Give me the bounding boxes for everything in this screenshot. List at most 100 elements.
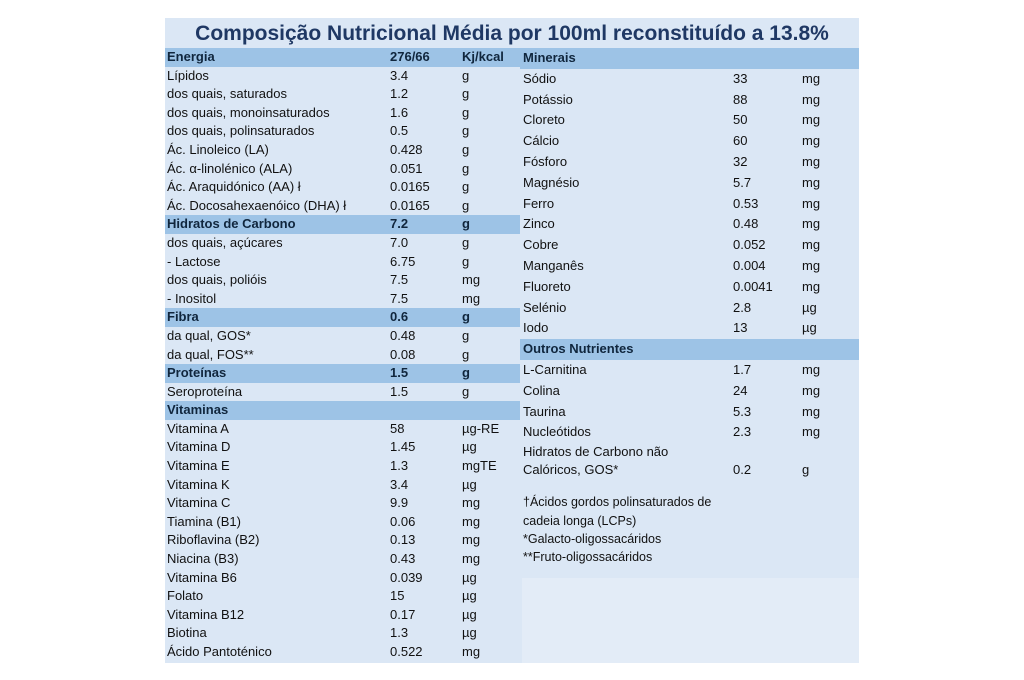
nutrient-value: 0.53 bbox=[733, 195, 759, 211]
nutrient-value: 0.06 bbox=[390, 513, 416, 529]
nutrient-value: 58 bbox=[390, 420, 405, 436]
table-row: da qual, FOS** 0.08 g bbox=[165, 346, 520, 365]
nutrient-value: 1.3 bbox=[390, 625, 409, 641]
table-row: dos quais, monoinsaturados 1.6 g bbox=[165, 104, 520, 123]
nutrient-name: Folato bbox=[167, 588, 204, 604]
nutrient-name: Taurina bbox=[523, 403, 566, 419]
section-header-row: Outros Nutrientes bbox=[520, 339, 859, 360]
nutrient-name: Energia bbox=[167, 49, 215, 64]
nutrient-name: Nucleótidos bbox=[523, 424, 591, 440]
nutrient-unit: mg bbox=[802, 153, 821, 169]
nutrient-value: 1.5 bbox=[390, 383, 409, 399]
nutrient-value: 88 bbox=[733, 91, 748, 107]
nutrient-value: 0.17 bbox=[390, 606, 416, 622]
nutrient-value: 1.45 bbox=[390, 439, 416, 455]
nutrient-value: 0.051 bbox=[390, 160, 423, 176]
nutrient-unit: mg bbox=[802, 91, 821, 107]
nutrient-value: 7.2 bbox=[390, 216, 409, 232]
table-row: Ác. Docosahexaenóico (DHA) ł 0.0165 g bbox=[165, 197, 520, 216]
table-row: Seroproteína 1.5 g bbox=[165, 383, 520, 402]
footnote-line: **Fruto-oligossacáridos bbox=[523, 550, 653, 565]
nutrient-name: Potássio bbox=[523, 91, 573, 107]
table-row: Cloreto 50 mg bbox=[520, 110, 859, 131]
nutrient-value: 1.2 bbox=[390, 86, 409, 102]
nutrient-value: 5.7 bbox=[733, 174, 752, 190]
nutrient-unit: mg bbox=[802, 112, 821, 128]
nutrient-value: 1.5 bbox=[390, 365, 409, 381]
footnote-line: *Galacto-oligossacáridos bbox=[523, 531, 662, 546]
table-row: - Inositol 7.5 mg bbox=[165, 290, 520, 309]
nutrient-unit: mg bbox=[462, 290, 481, 306]
nutrient-name: Ác. Linoleico (LA) bbox=[167, 141, 269, 157]
nutrient-value: 32 bbox=[733, 153, 748, 169]
nutrient-value: 50 bbox=[733, 112, 748, 128]
nutrient-name: Lípidos bbox=[167, 67, 209, 83]
table-row: dos quais, polinsaturados 0.5 g bbox=[165, 122, 520, 141]
table-row: Cobre 0.052 mg bbox=[520, 235, 859, 256]
nutrient-unit: g bbox=[462, 160, 470, 176]
table-row: Vitamina C 9.9 mg bbox=[165, 494, 520, 513]
table-row: dos quais, açúcares 7.0 g bbox=[165, 234, 520, 253]
nutrient-unit: g bbox=[462, 216, 470, 232]
table-row: Ác. Linoleico (LA) 0.428 g bbox=[165, 141, 520, 160]
nutrient-unit: µg bbox=[802, 299, 817, 315]
nutrient-name: L-Carnitina bbox=[523, 361, 587, 377]
nutrient-unit: g bbox=[802, 462, 810, 478]
nutrient-unit: Kj/kcal bbox=[462, 49, 504, 64]
nutrient-unit: g bbox=[462, 383, 470, 399]
nutrient-value: 0.2 bbox=[733, 462, 752, 478]
table-row: Biotina 1.3 µg bbox=[165, 624, 520, 643]
nutrient-name: Sódio bbox=[523, 70, 557, 86]
table-row: Vitamina E 1.3 mgTE bbox=[165, 457, 520, 476]
table-row: dos quais, polióis 7.5 mg bbox=[165, 271, 520, 290]
nutrient-unit: g bbox=[462, 253, 470, 269]
section-header-row: Proteínas 1.5 g bbox=[165, 364, 520, 383]
nutrient-name: Fósforo bbox=[523, 153, 568, 169]
nutrient-name: Cloreto bbox=[523, 112, 565, 128]
table-row: Ferro 0.53 mg bbox=[520, 194, 859, 215]
table-row: Colina 24 mg bbox=[520, 381, 859, 402]
section-header-row: Hidratos de Carbono 7.2 g bbox=[165, 215, 520, 234]
nutrient-name: Vitamina B6 bbox=[167, 569, 237, 585]
nutrient-name: Manganês bbox=[523, 257, 584, 273]
table-row: Hidratos de Carbono não Calóricos, GOS* 0… bbox=[520, 443, 859, 481]
nutrient-name: - Inositol bbox=[167, 290, 217, 306]
nutrient-unit: g bbox=[462, 365, 470, 381]
nutrient-value: 0.0165 bbox=[390, 197, 430, 213]
nutrient-unit: mg bbox=[802, 278, 821, 294]
table-row: Ácido Pantoténico 0.522 mg bbox=[165, 643, 520, 662]
right-column: Minerais Sódio 33 mg Potássio 88 mg Cloreto 50 mg… bbox=[520, 48, 859, 567]
nutrient-name: Cálcio bbox=[523, 133, 560, 149]
nutrient-name: Ác. Docosahexaenóico (DHA) ł bbox=[167, 197, 347, 213]
nutrient-name: Hidratos de Carbono bbox=[167, 216, 296, 232]
nutrient-unit: mg bbox=[802, 237, 821, 253]
nutrient-value: 2.8 bbox=[733, 299, 752, 315]
table-row: Sódio 33 mg bbox=[520, 69, 859, 90]
nutrient-name: Ác. α-linolénico (ALA) bbox=[167, 160, 293, 176]
table-row: Manganês 0.004 mg bbox=[520, 256, 859, 277]
notes-box bbox=[522, 578, 859, 663]
nutrient-unit: g bbox=[462, 86, 470, 102]
nutrient-value: 9.9 bbox=[390, 495, 409, 511]
nutrient-name: Cobre bbox=[523, 237, 559, 253]
table-row: L-Carnitina 1.7 mg bbox=[520, 360, 859, 381]
nutrient-name: Zinco bbox=[523, 216, 555, 232]
table-row: Ác. Araquidónico (AA) ł 0.0165 g bbox=[165, 178, 520, 197]
nutrient-name: Tiamina (B1) bbox=[167, 513, 241, 529]
nutrient-value: 0.48 bbox=[733, 216, 759, 232]
nutrient-unit: g bbox=[462, 346, 470, 362]
footnote-line: †Ácidos gordos polinsaturados de bbox=[523, 495, 712, 510]
nutrient-name: dos quais, polinsaturados bbox=[167, 123, 315, 139]
left-column: Energia 276/66 Kj/kcal Lípidos 3.4 g dos quais… bbox=[165, 48, 520, 662]
nutrient-unit: mg bbox=[802, 403, 821, 419]
table-row: Nucleótidos 2.3 mg bbox=[520, 422, 859, 443]
table-row: Potássio 88 mg bbox=[520, 90, 859, 111]
nutrient-name: Vitaminas bbox=[167, 402, 229, 418]
section-header-row: Fibra 0.6 g bbox=[165, 308, 520, 327]
nutrient-name: da qual, GOS* bbox=[167, 327, 251, 343]
table-row: Fluoreto 0.0041 mg bbox=[520, 277, 859, 298]
table-row: Folato 15 µg bbox=[165, 587, 520, 606]
nutrient-name: Ferro bbox=[523, 195, 555, 211]
nutrient-unit: mg bbox=[802, 216, 821, 232]
nutrient-name: Iodo bbox=[523, 320, 549, 336]
